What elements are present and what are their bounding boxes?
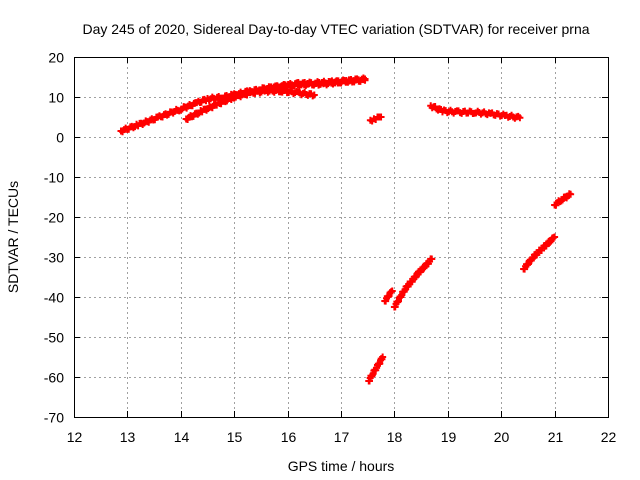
x-tick-label: 20 <box>494 429 510 445</box>
axis-ticks: 12 13 14 15 16 17 18 19 20 21 22 -70 -60 -50 -40 -30 -20… <box>44 50 617 446</box>
plot-frame <box>74 57 609 418</box>
y-tick-label: -70 <box>44 410 64 426</box>
x-axis-label: GPS time / hours <box>288 458 395 474</box>
data-point <box>516 114 524 122</box>
y-tick-label: -60 <box>44 370 64 386</box>
y-tick-label: 10 <box>48 90 64 106</box>
y-axis-label: SDTVAR / TECUs <box>5 181 21 293</box>
x-tick-label: 12 <box>67 429 83 445</box>
data-point <box>420 264 428 272</box>
data-series <box>381 287 396 305</box>
x-tick-label: 14 <box>174 429 190 445</box>
x-tick-label: 22 <box>601 429 617 445</box>
y-tick-label: -30 <box>44 250 64 266</box>
y-tick-label: -40 <box>44 290 64 306</box>
data-series <box>365 353 387 385</box>
data-series <box>262 75 369 94</box>
data-point <box>377 113 385 121</box>
x-tick-label: 17 <box>334 429 350 445</box>
x-tick-label: 16 <box>281 429 297 445</box>
x-tick-label: 13 <box>120 429 136 445</box>
data-point <box>428 255 436 263</box>
x-tick-label: 15 <box>227 429 243 445</box>
data-point <box>361 76 369 84</box>
y-tick-label: 0 <box>56 130 64 146</box>
x-tick-label: 19 <box>441 429 457 445</box>
data-series <box>551 190 575 209</box>
data-point <box>388 287 396 295</box>
data-series <box>427 102 524 122</box>
grid-lines <box>74 57 608 417</box>
y-tick-label: -20 <box>44 210 64 226</box>
data-series <box>520 233 559 273</box>
x-tick-label: 18 <box>387 429 403 445</box>
data-point <box>567 190 575 198</box>
data-point <box>551 233 559 241</box>
y-tick-label: 20 <box>48 50 64 66</box>
data-series <box>390 255 436 311</box>
data-point <box>379 353 387 361</box>
y-tick-label: -50 <box>44 330 64 346</box>
chart-title: Day 245 of 2020, Sidereal Day-to-day VTE… <box>82 21 589 37</box>
y-tick-label: -10 <box>44 170 64 186</box>
data-point <box>310 91 318 99</box>
data-series <box>366 113 385 125</box>
x-tick-label: 21 <box>548 429 564 445</box>
data-points <box>117 74 575 385</box>
data-point <box>546 238 554 246</box>
